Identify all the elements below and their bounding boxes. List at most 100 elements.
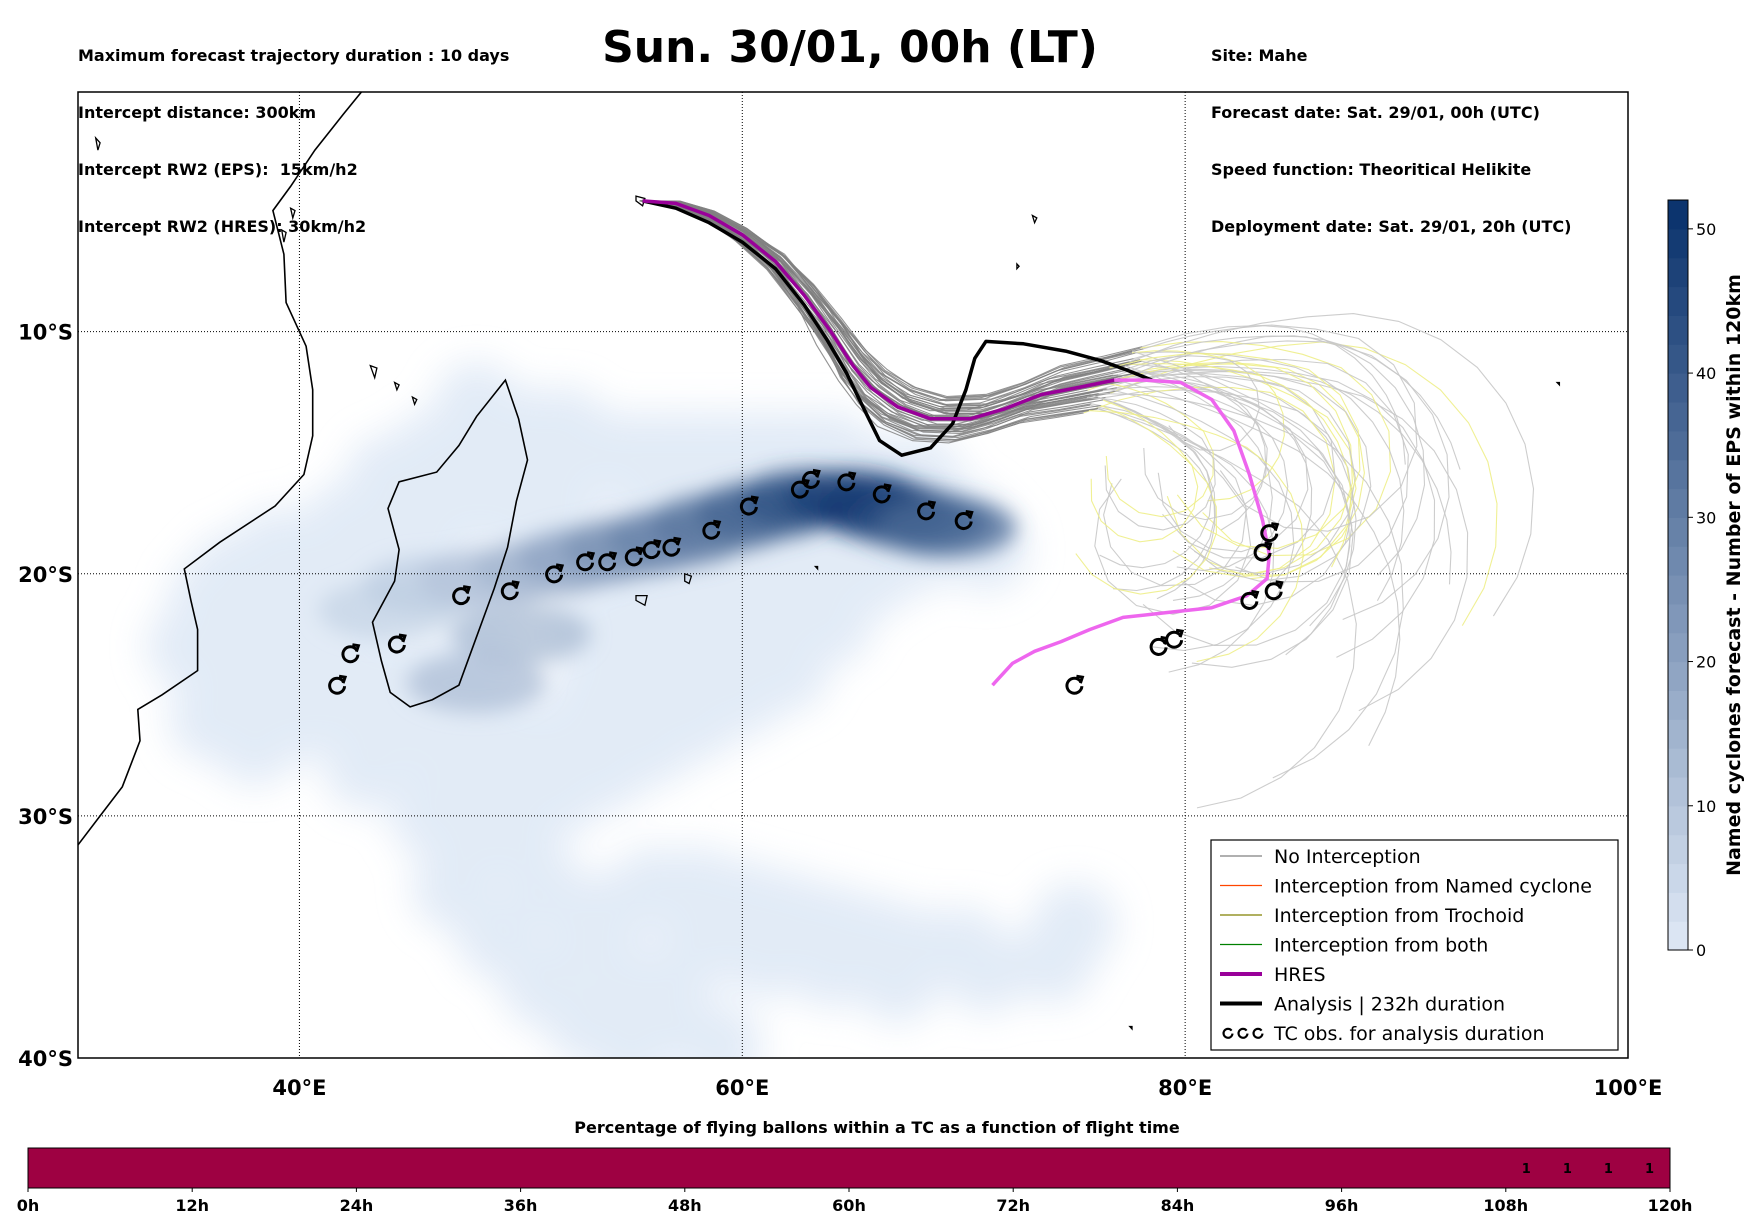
y-tick-label: 30°S [18,805,73,829]
colorbar-step [1668,401,1688,432]
header-info-right: Site: Mahe Forecast date: Sat. 29/01, 00… [1211,8,1571,255]
colorbar-step [1668,921,1688,951]
map-title: Sun. 30/01, 00h (LT) [602,22,1098,73]
tc-symbol-arc [1065,676,1084,695]
percentage-cell-label: 1 [1645,1162,1654,1177]
tc-symbol-hook [1275,580,1284,590]
legend-box [1210,839,1619,1051]
density-blob [191,531,275,616]
madagascar-coastline [371,378,529,708]
colorbar-step [1668,690,1688,720]
tc-symbol-arc [872,485,891,504]
island-coastline [684,572,693,585]
tc-symbol-hook [398,633,407,643]
tc-symbol-arc [1260,524,1279,543]
colorbar-step [1668,834,1688,865]
density-blob [523,386,608,471]
density-blob [478,798,563,883]
colorbar-step [1668,344,1688,374]
percentage-bar-tick-label: 84h [1161,1196,1195,1215]
tc-symbol-icon [598,551,618,572]
hres-late-track [991,378,1272,687]
percentage-bar-tick-label: 0h [17,1196,40,1215]
colorbar-step [1668,488,1688,518]
legend-label: TC obs. for analysis duration [1273,1023,1545,1045]
density-blob [213,701,298,786]
tc-symbol-arc [341,645,360,664]
tc-symbol-arc [837,473,856,492]
tc-symbol-icon [739,495,759,516]
density-blob [1010,919,1095,1004]
ensemble-member-late-path [1131,350,1404,779]
x-tick-label: 40°E [272,1076,326,1100]
tc-symbol-icon [917,500,937,521]
tc-symbol-hook [338,674,348,684]
colorbar-tick-label: 40 [1696,364,1716,383]
percentage-bar-tick-label: 72h [996,1196,1030,1215]
map-gridlines [78,92,1628,1058]
island-coastline [289,206,296,221]
ensemble-member-late-path [1090,404,1275,673]
percentage-bar-tick-label: 12h [175,1196,209,1215]
tc-symbol-arc [642,541,661,560]
tc-symbol-arc [790,480,809,499]
tc-symbol-icon [642,539,662,560]
tc-symbol-hook [352,643,361,653]
colorbar-step [1668,575,1688,605]
island-coastline [1128,1025,1133,1031]
tc-symbol-icon [452,585,472,606]
ensemble-member-late-path [1109,341,1498,626]
percentage-cell-label: 1 [1522,1162,1531,1177]
x-tick-label: 100°E [1594,1076,1663,1100]
percentage-bar-title: Percentage of flying ballons within a TC… [574,1118,1180,1137]
ensemble-member-path [641,200,1129,413]
tc-symbol-icon [801,468,821,489]
tc-symbol-icon [624,546,644,567]
tc-symbol-hook [965,510,974,519]
density-core-blob [876,497,1016,558]
density-blob [323,725,408,810]
analysis-track [642,199,1153,457]
percentage-bar-tick-label: 36h [504,1196,538,1215]
island-coastline [635,195,646,207]
ensemble-member-late-path [1127,363,1352,568]
tc-symbol-hook [1264,541,1273,551]
legend-label: Interception from Trochoid [1274,905,1524,927]
ensemble-member-path [643,200,1134,406]
ensemble-member-late-path [1118,340,1450,621]
tc-symbol-icon [576,551,596,572]
header-right-line: Site: Mahe [1211,46,1308,65]
flight-time-percentage-bar: Percentage of flying ballons within a TC… [17,1118,1693,1215]
tc-symbol-icon [662,536,682,557]
ensemble-member-late-path [1129,313,1535,617]
tc-symbol-icon [500,580,520,601]
percentage-bar-fill [27,1147,1671,1189]
tc-symbol-icon [702,519,722,540]
tc-symbol-hook [1251,589,1260,599]
colorbar-step [1668,459,1688,490]
header-left-line: Maximum forecast trajectory duration : 1… [78,46,510,65]
ensemble-member-late-path [1097,396,1213,569]
island-coastline [1016,262,1020,271]
colorbar-step [1668,546,1688,576]
ensemble-member-late-path [1090,399,1199,543]
tc-symbol-arc [702,521,721,540]
tc-symbol-arc [1149,637,1168,656]
island-coastline [1555,381,1561,387]
tc-symbol-arc [954,512,973,531]
colorbar-step [1668,863,1688,893]
ensemble-member-late-path [1109,353,1361,549]
africa-coastline [78,92,363,846]
density-blob [943,928,1028,1013]
colorbar-step [1668,632,1688,663]
percentage-bar-tick-label: 48h [668,1196,702,1215]
plot-frame [77,91,1629,1059]
hres-track [642,199,1115,421]
density-core-blob [406,652,547,713]
ensemble-member-late-path [1141,360,1268,521]
colorbar-step [1668,776,1688,807]
coastlines [78,92,1561,1031]
header-right-line: Speed function: Theoritical Helikite [1211,160,1532,179]
tc-symbol-arc [801,470,820,489]
tc-symbol-icon [1264,580,1284,601]
